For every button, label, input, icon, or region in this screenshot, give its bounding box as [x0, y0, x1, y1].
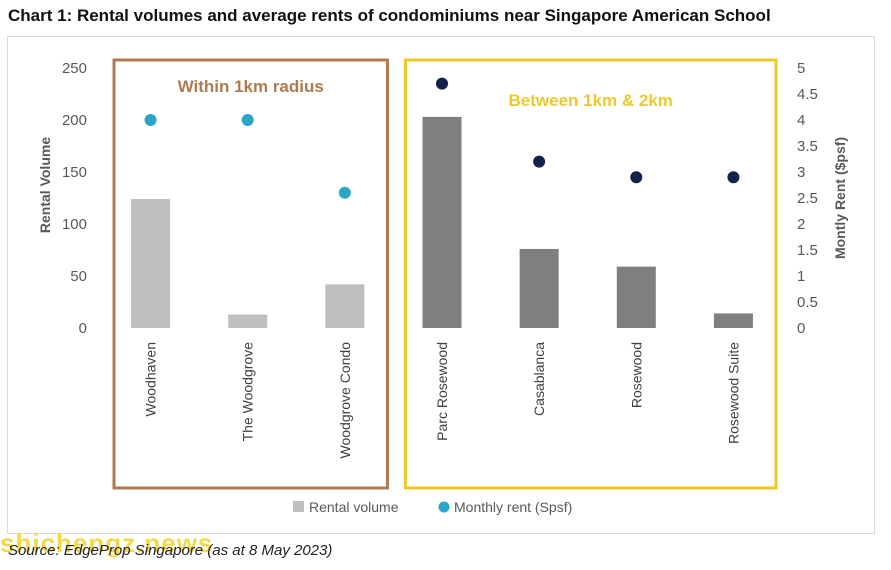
bar-parc-rosewood: [422, 116, 462, 328]
point-woodhaven: [144, 114, 157, 126]
y2-tick-label: 2: [797, 216, 805, 233]
category-labels: Woodhaven The Woodgrove Woodgrove Condo Par…: [143, 342, 742, 459]
left-axis: 0 50 100 150 200 250: [62, 60, 87, 337]
chart-title: Chart 1: Rental volumes and average rent…: [8, 6, 771, 25]
y2-tick-label: 1.5: [797, 242, 818, 259]
category-label-rosewood: Rosewood: [628, 342, 644, 408]
points: [144, 77, 740, 199]
category-label-the-woodgrove: The Woodgrove: [240, 342, 256, 442]
y2-tick-label: 1: [797, 268, 805, 285]
y-tick-label: 250: [62, 60, 87, 77]
y-tick-label: 150: [62, 164, 87, 181]
y2-axis-title: Montly Rent ($psf): [832, 137, 848, 259]
category-label-woodhaven: Woodhaven: [143, 342, 159, 416]
y-tick-label: 50: [70, 268, 87, 285]
category-label-parc-rosewood: Parc Rosewood: [434, 342, 450, 441]
legend-label-monthly-rent: Monthly rent (Spsf): [454, 499, 572, 515]
y2-tick-label: 4.5: [797, 86, 818, 103]
bar-woodgrove-condo: [325, 284, 365, 328]
legend-swatch-monthly-rent: [438, 501, 450, 513]
group-label-within-1km-radius: Within 1km radius: [178, 77, 324, 96]
category-label-rosewood-suite: Rosewood Suite: [725, 342, 741, 444]
bar-rosewood-suite: [713, 313, 753, 328]
y-tick-label: 100: [62, 216, 87, 233]
point-rosewood-suite: [727, 171, 740, 184]
watermark: shichengz.news: [0, 528, 214, 558]
bar-rosewood: [616, 266, 656, 328]
category-label-woodgrove-condo: Woodgrove Condo: [337, 342, 353, 459]
y2-tick-label: 5: [797, 60, 805, 77]
group-boxes: Within 1km radius Between 1km & 2km: [112, 58, 778, 490]
point-rosewood: [630, 171, 643, 184]
legend-label-rental-volume: Rental volume: [309, 499, 399, 515]
legend: Rental volume Monthly rent (Spsf): [293, 499, 572, 515]
bar-the-woodgrove: [228, 314, 268, 328]
y-tick-label: 0: [79, 320, 87, 337]
y2-tick-label: 3: [797, 164, 805, 181]
legend-swatch-rental-volume: [293, 501, 304, 512]
point-casablanca: [533, 155, 546, 168]
point-woodgrove-condo: [338, 186, 351, 199]
y2-tick-label: 2.5: [797, 190, 818, 207]
point-the-woodgrove: [241, 114, 254, 126]
group-box-between-1km-2km: [403, 58, 778, 490]
bar-woodhaven: [131, 199, 171, 328]
y2-tick-label: 4: [797, 112, 805, 129]
y-tick-label: 200: [62, 112, 87, 129]
y2-tick-label: 0: [797, 320, 805, 337]
right-axis: 0 0.5 1 1.5 2 2.5 3 3.5 4 4.5 5: [797, 60, 818, 337]
y-axis-title: Rental Volume: [37, 137, 53, 233]
source-note: Source: EdgeProp Singapore (as at 8 May …: [8, 542, 333, 559]
bar-casablanca: [519, 248, 559, 328]
bars: [131, 116, 753, 328]
y2-tick-label: 3.5: [797, 138, 818, 155]
chart-frame: [7, 36, 875, 534]
group-label-between-1km-2km: Between 1km & 2km: [509, 91, 673, 110]
category-label-casablanca: Casablanca: [531, 342, 547, 416]
y2-tick-label: 0.5: [797, 294, 818, 311]
group-box-within-1km-radius: [112, 58, 389, 490]
point-parc-rosewood: [436, 77, 448, 90]
